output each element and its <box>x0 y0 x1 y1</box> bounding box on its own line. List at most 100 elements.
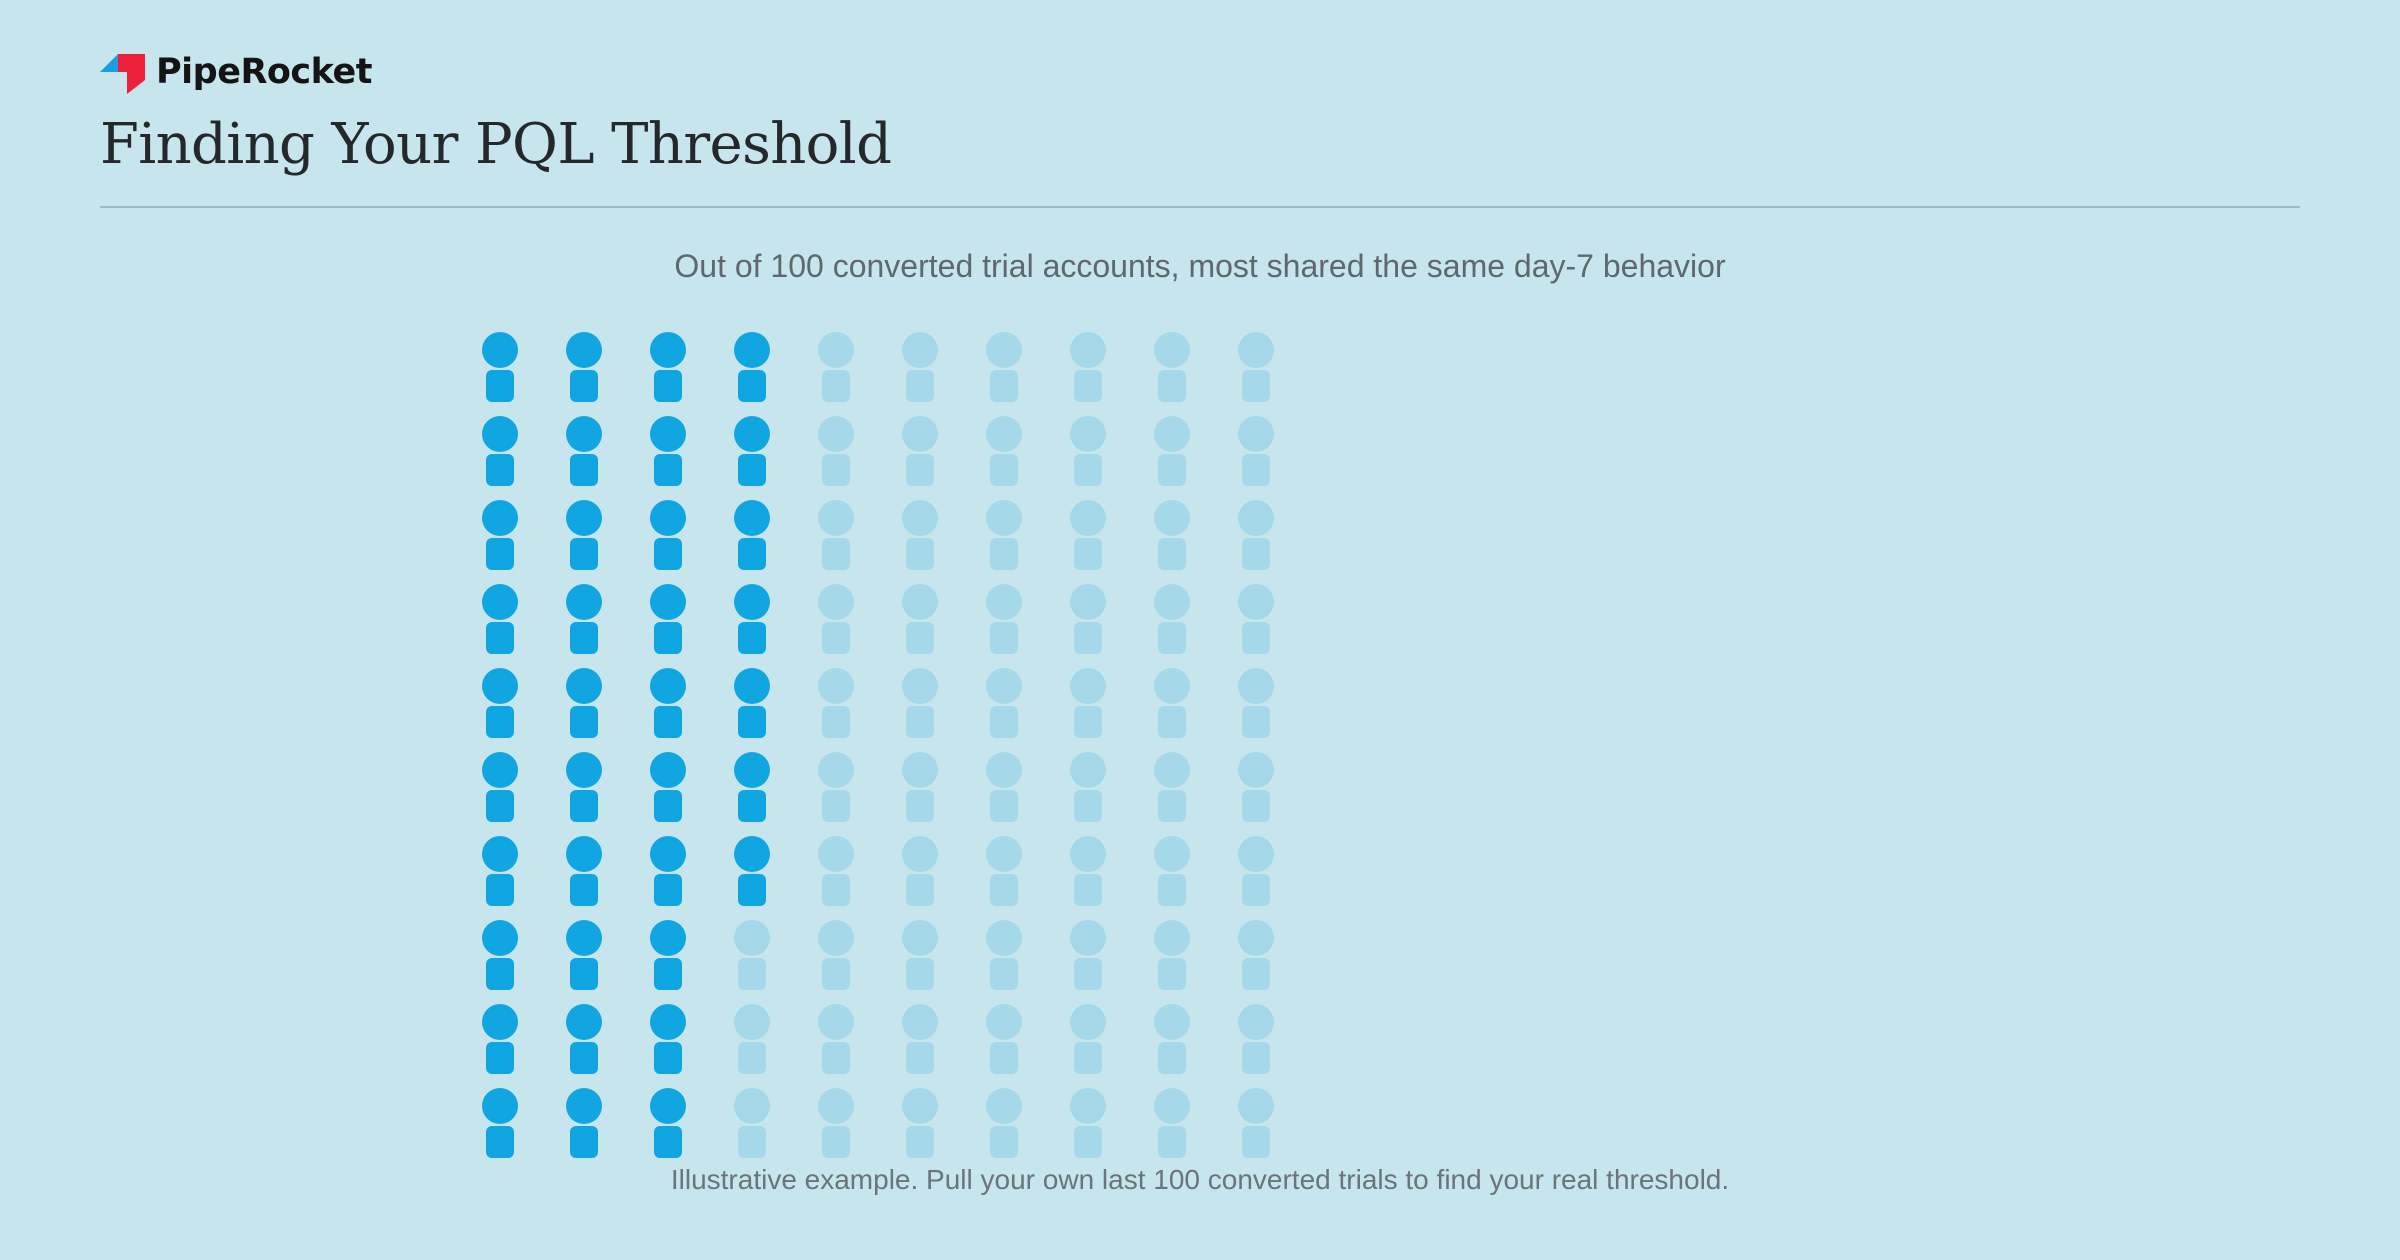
person-icon-highlighted <box>482 752 518 822</box>
person-icon-highlighted <box>482 584 518 654</box>
person-icon-highlighted <box>734 500 770 570</box>
person-icon <box>902 500 938 570</box>
person-icon <box>1154 1004 1190 1074</box>
person-icon-highlighted <box>482 836 518 906</box>
person-icon <box>902 416 938 486</box>
person-icon <box>902 1004 938 1074</box>
person-icon-highlighted <box>566 836 602 906</box>
person-icon <box>1238 1088 1274 1158</box>
person-icon <box>818 1088 854 1158</box>
person-icon <box>1070 1088 1106 1158</box>
person-icon <box>902 1088 938 1158</box>
brand: PipeRocket <box>100 48 373 96</box>
person-icon <box>1070 836 1106 906</box>
person-icon-highlighted <box>566 332 602 402</box>
person-icon <box>1238 500 1274 570</box>
person-icon-highlighted <box>650 836 686 906</box>
person-icon <box>986 584 1022 654</box>
person-icon-highlighted <box>734 332 770 402</box>
person-icon-highlighted <box>734 836 770 906</box>
person-icon <box>902 668 938 738</box>
person-icon-highlighted <box>566 416 602 486</box>
person-icon-highlighted <box>650 752 686 822</box>
person-icon <box>818 836 854 906</box>
person-icon <box>1154 752 1190 822</box>
person-icon-highlighted <box>734 668 770 738</box>
person-icon-highlighted <box>566 584 602 654</box>
person-icon <box>1154 1088 1190 1158</box>
person-icon <box>1154 668 1190 738</box>
chart-subtitle: Out of 100 converted trial accounts, mos… <box>674 248 1726 284</box>
person-icon <box>1238 416 1274 486</box>
person-icon <box>902 752 938 822</box>
person-icon <box>1154 584 1190 654</box>
person-icon <box>1154 332 1190 402</box>
person-icon <box>986 1088 1022 1158</box>
person-icon <box>1154 500 1190 570</box>
page-title: Finding Your PQL Threshold <box>100 112 892 177</box>
person-icon <box>1070 668 1106 738</box>
person-icon <box>818 668 854 738</box>
person-icon <box>818 584 854 654</box>
person-icon <box>986 752 1022 822</box>
chart-footnote: Illustrative example. Pull your own last… <box>670 1164 1730 1195</box>
person-icon <box>818 500 854 570</box>
person-icon <box>818 1004 854 1074</box>
person-icon <box>1238 668 1274 738</box>
person-icon <box>1238 584 1274 654</box>
title-divider <box>100 206 2300 208</box>
person-icon <box>986 416 1022 486</box>
piperocket-logo-icon <box>100 54 145 94</box>
person-icon <box>902 836 938 906</box>
person-icon-highlighted <box>734 416 770 486</box>
person-icon-highlighted <box>734 752 770 822</box>
person-icon-highlighted <box>482 500 518 570</box>
person-icon-highlighted <box>650 584 686 654</box>
person-icon <box>986 500 1022 570</box>
person-icon <box>818 920 854 990</box>
person-icon <box>1154 416 1190 486</box>
person-icon-highlighted <box>650 416 686 486</box>
person-icon-highlighted <box>482 920 518 990</box>
person-icon <box>1070 1004 1106 1074</box>
person-icon-highlighted <box>482 416 518 486</box>
person-icon <box>734 1088 770 1158</box>
person-icon <box>1070 500 1106 570</box>
person-icon-highlighted <box>650 920 686 990</box>
person-icon <box>1070 332 1106 402</box>
person-icon <box>1238 920 1274 990</box>
person-icon <box>902 332 938 402</box>
brand-name: PipeRocket <box>156 52 373 92</box>
person-icon <box>902 584 938 654</box>
person-icon <box>1070 416 1106 486</box>
person-icon-highlighted <box>650 332 686 402</box>
person-icon <box>986 1004 1022 1074</box>
person-icon <box>1070 584 1106 654</box>
person-icon <box>1238 836 1274 906</box>
person-icon-highlighted <box>566 668 602 738</box>
person-icon-highlighted <box>482 332 518 402</box>
person-icon-highlighted <box>566 1088 602 1158</box>
person-icon <box>818 752 854 822</box>
person-icon <box>986 836 1022 906</box>
person-icon-highlighted <box>566 1004 602 1074</box>
person-icon <box>734 1004 770 1074</box>
person-icon-highlighted <box>650 1088 686 1158</box>
person-icon <box>1070 920 1106 990</box>
person-icon <box>1154 920 1190 990</box>
person-icon <box>734 920 770 990</box>
person-icon-highlighted <box>650 500 686 570</box>
person-icon <box>1154 836 1190 906</box>
person-icon-highlighted <box>650 1004 686 1074</box>
person-icon-highlighted <box>566 500 602 570</box>
person-icon <box>902 920 938 990</box>
person-icon-highlighted <box>482 1088 518 1158</box>
person-icon <box>986 332 1022 402</box>
person-icon <box>986 668 1022 738</box>
person-icon-highlighted <box>566 920 602 990</box>
person-icon-highlighted <box>482 1004 518 1074</box>
person-icon <box>818 332 854 402</box>
person-icon <box>986 920 1022 990</box>
person-icon <box>1238 752 1274 822</box>
